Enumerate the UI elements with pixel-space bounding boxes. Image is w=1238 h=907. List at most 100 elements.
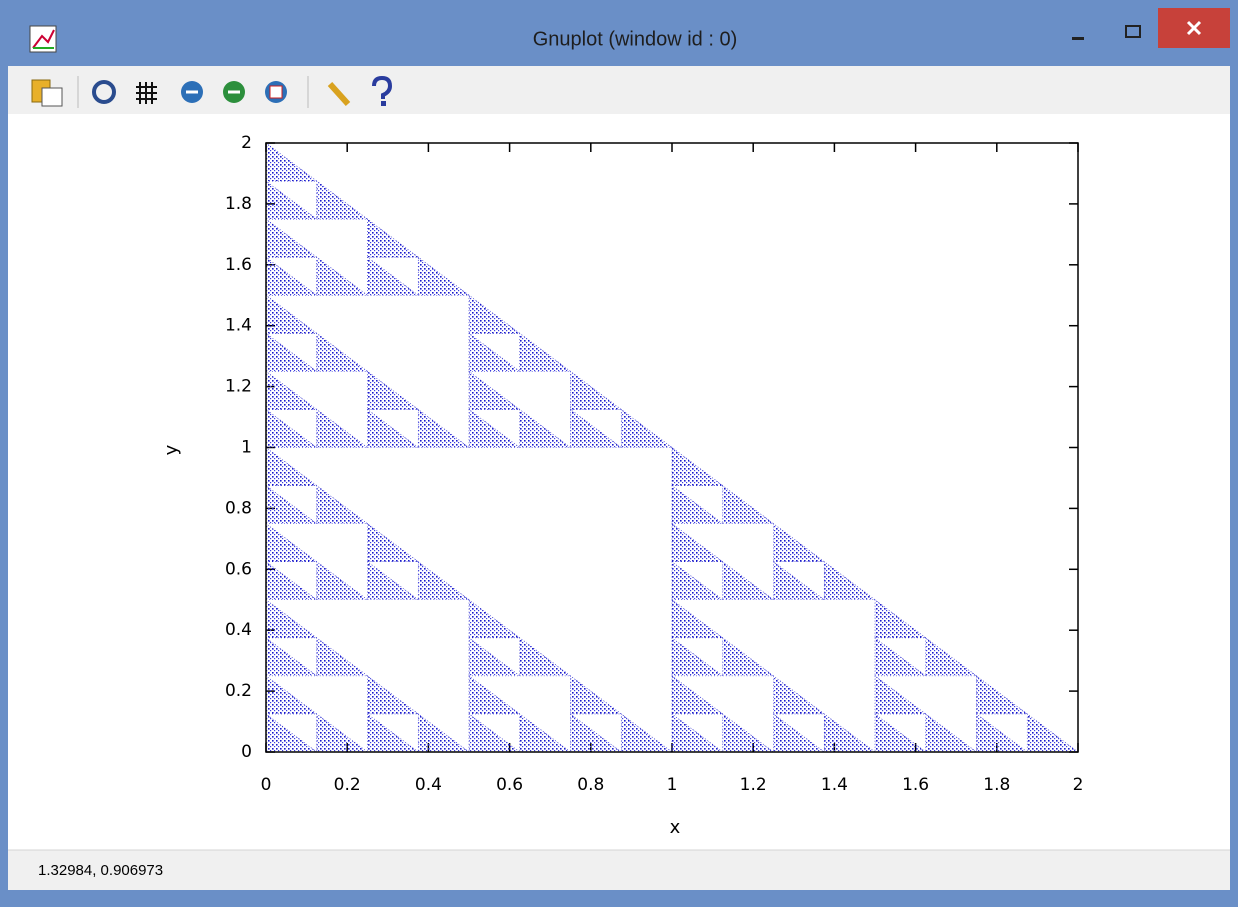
y-tick-label: 0 [241, 742, 252, 762]
point-cluster [265, 446, 318, 486]
point-cluster [316, 408, 369, 448]
point-cluster [519, 408, 572, 448]
y-tick-label: 1.2 [225, 377, 252, 397]
point-cluster [265, 637, 318, 677]
point-cluster [265, 332, 318, 372]
point-cluster [468, 408, 521, 448]
point-cluster [722, 561, 775, 601]
point-cluster [671, 599, 724, 639]
point-cluster [265, 599, 318, 639]
point-cluster [722, 484, 775, 524]
point-cluster [367, 218, 420, 258]
point-cluster [773, 713, 826, 753]
point-cluster [265, 713, 318, 753]
point-cluster [570, 370, 623, 410]
point-cluster [1026, 713, 1079, 753]
point-cluster [773, 675, 826, 715]
point-cluster [316, 332, 369, 372]
point-cluster [316, 637, 369, 677]
status-bar [8, 850, 1230, 890]
x-tick-label: 2 [1073, 775, 1084, 795]
point-cluster [417, 408, 470, 448]
point-cluster [417, 561, 470, 601]
point-cluster [468, 332, 521, 372]
x-tick-label: 1.6 [902, 775, 929, 795]
point-cluster [823, 713, 876, 753]
y-tick-label: 1.6 [225, 255, 252, 275]
point-cluster [620, 408, 673, 448]
minimize-button[interactable] [1072, 37, 1084, 40]
point-cluster [316, 713, 369, 753]
point-cluster [519, 637, 572, 677]
y-tick-label: 1.8 [225, 194, 252, 214]
grid-button[interactable] [136, 82, 157, 104]
point-cluster [265, 484, 318, 524]
point-cluster [468, 637, 521, 677]
x-tick-label: 1 [667, 775, 678, 795]
point-cluster [265, 561, 318, 601]
point-cluster [468, 713, 521, 753]
close-button[interactable] [1158, 8, 1230, 48]
point-cluster [671, 675, 724, 715]
point-cluster [468, 675, 521, 715]
chart: 0 0.2 0.4 0.6 0.8 1 1.2 1.4 1.6 1.8 2 0 0.2 0.4 0.6 0.8… [225, 133, 1083, 795]
status-text: 1.32984, 0.906973 [38, 862, 163, 879]
y-tick-label: 2 [241, 133, 252, 153]
point-cluster [468, 370, 521, 410]
point-cluster [671, 484, 724, 524]
point-cluster [417, 713, 470, 753]
point-cluster [874, 599, 927, 639]
zoom-next-button[interactable] [223, 81, 245, 103]
point-cluster [671, 637, 724, 677]
point-cluster [925, 713, 978, 753]
y-axis-label: y [161, 444, 182, 455]
point-cluster [570, 675, 623, 715]
app-icon [29, 25, 57, 53]
maximize-button[interactable] [1125, 25, 1141, 38]
autoscale-button[interactable] [265, 81, 287, 103]
point-cluster [367, 256, 420, 296]
point-cluster [620, 713, 673, 753]
point-cluster [265, 218, 318, 258]
point-cluster [367, 370, 420, 410]
zoom-prev-button[interactable] [181, 81, 203, 103]
point-cluster [874, 713, 927, 753]
y-tick-label: 0.8 [225, 498, 252, 518]
point-cluster [671, 523, 724, 562]
point-cluster [874, 675, 927, 715]
point-cluster [976, 713, 1029, 753]
point-cluster [519, 713, 572, 753]
help-button[interactable] [372, 75, 393, 106]
point-cluster [265, 294, 318, 334]
point-cluster [671, 446, 724, 486]
point-cluster [367, 713, 420, 753]
point-cluster [468, 599, 521, 639]
point-cluster [265, 408, 318, 448]
plot-area [8, 114, 1230, 850]
x-tick-label: 0 [261, 775, 272, 795]
options-button[interactable] [327, 81, 351, 107]
toolbar-icons [31, 75, 393, 108]
point-cluster [722, 637, 775, 677]
point-cluster [265, 180, 318, 220]
point-cluster [773, 561, 826, 601]
point-cluster [367, 408, 420, 448]
x-tick-label: 0.6 [496, 775, 523, 795]
point-cluster [519, 332, 572, 372]
point-cluster [671, 713, 724, 753]
point-cluster [671, 561, 724, 601]
point-cluster [265, 142, 318, 182]
plot-border [265, 142, 1079, 753]
point-cluster [316, 256, 369, 296]
point-cluster [570, 408, 623, 448]
copy-button[interactable] [31, 79, 63, 107]
point-cluster [316, 180, 369, 220]
point-cluster [265, 370, 318, 410]
point-cluster [722, 713, 775, 753]
replot-button[interactable] [92, 80, 116, 104]
point-cluster [367, 523, 420, 562]
point-cluster [316, 484, 369, 524]
point-cluster [773, 523, 826, 562]
